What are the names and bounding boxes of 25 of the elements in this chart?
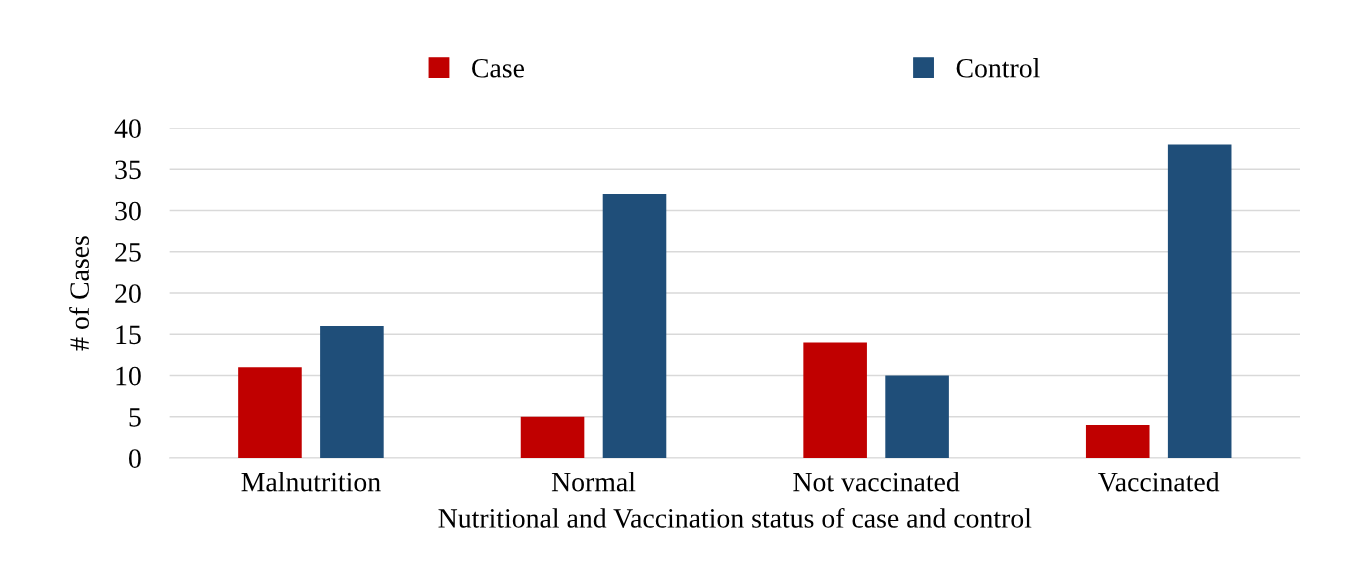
x-axis-title: Nutritional and Vaccination status of case and control <box>438 507 1032 528</box>
legend-label: Case <box>472 58 524 78</box>
bar <box>1085 425 1150 459</box>
y-tick-label: 30 <box>115 201 141 221</box>
bar <box>238 367 302 459</box>
y-tick-label: 15 <box>116 325 141 345</box>
x-tick-label: Not vaccinated <box>793 471 960 492</box>
x-tick-label: Vaccinated <box>1098 471 1220 492</box>
y-tick-label: 40 <box>114 119 141 138</box>
legend-label: Control <box>956 58 1040 78</box>
bar <box>885 375 949 459</box>
y-tick-label: 35 <box>115 160 141 180</box>
bar <box>520 416 585 459</box>
bar <box>320 326 384 459</box>
x-tick-label: Normal <box>551 471 636 492</box>
y-tick-label: 10 <box>116 366 141 386</box>
y-tick-label: 0 <box>129 449 141 468</box>
y-axis-title: # of Cases <box>69 236 89 351</box>
x-tick-label: Malnutrition <box>241 471 381 492</box>
bar <box>1167 144 1232 459</box>
y-tick-label: 20 <box>115 284 141 303</box>
bar <box>602 194 667 459</box>
y-tick-label: 5 <box>129 408 141 427</box>
y-tick-label: 25 <box>115 243 141 262</box>
bar <box>803 342 867 459</box>
